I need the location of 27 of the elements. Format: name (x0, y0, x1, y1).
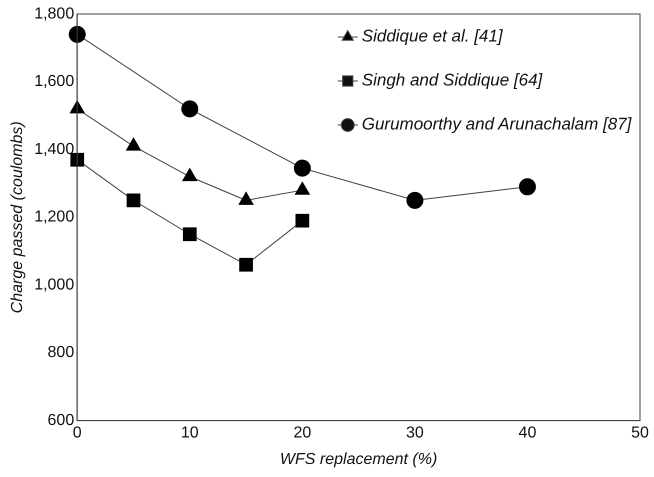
x-tick-label: 0 (72, 424, 82, 442)
y-tick-label: 600 (48, 412, 74, 430)
point (181, 100, 198, 118)
point (406, 192, 424, 209)
y-tick-label: 1,400 (34, 140, 74, 158)
y-tick-label: 800 (48, 344, 74, 362)
point (518, 178, 536, 196)
legend-label: Gurumoorthy and Arunachalam [87] (362, 114, 633, 134)
x-tick-label: 30 (406, 424, 424, 442)
y-tick-label: 1,000 (34, 276, 74, 294)
point (294, 160, 311, 177)
point (68, 26, 86, 43)
y-tick-label: 1,200 (34, 208, 74, 226)
x-tick-label: 40 (518, 424, 536, 442)
point (126, 193, 140, 208)
y-axis-title: Charge passed (coulombs) (9, 121, 26, 314)
legend-label: Singh and Siddique [64] (362, 70, 544, 90)
point (182, 227, 197, 242)
x-axis-title: WFS replacement (%) (280, 450, 438, 468)
legend-label: Siddique et al. [41] (362, 26, 504, 46)
point (239, 258, 253, 272)
point (295, 214, 310, 228)
x-tick-label: 50 (631, 424, 649, 442)
x-tick-label: 20 (293, 424, 312, 442)
y-tick-label: 1,600 (34, 73, 74, 90)
y-tick-label: 1,800 (34, 5, 74, 22)
x-tick-label: 10 (180, 424, 199, 442)
